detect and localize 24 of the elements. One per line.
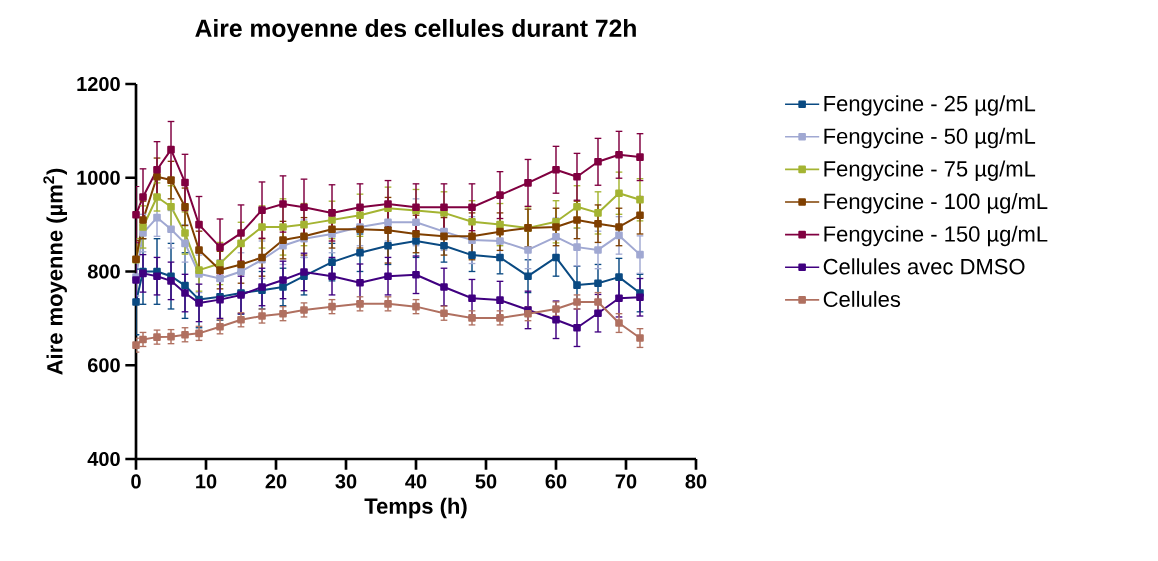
legend-label: Fengycine - 100 µg/mL	[824, 193, 1048, 214]
x-axis-title: Temps (h)	[364, 497, 467, 519]
x-tick-label: 40	[405, 474, 427, 489]
legend-label: Fengycine - 75 µg/mL	[824, 160, 1036, 181]
y-tick-label: 1200	[77, 76, 120, 92]
y-tick-label: 600	[88, 358, 120, 373]
x-tick-label: 70	[615, 474, 637, 489]
x-tick-label: 0	[131, 474, 141, 489]
x-tick-label: 10	[196, 474, 217, 489]
y-tick-label: 1000	[77, 170, 120, 185]
legend-label: Fengycine - 25 µg/mL	[824, 95, 1036, 116]
x-tick-label: 60	[545, 474, 567, 489]
x-tick-label: 20	[265, 474, 287, 489]
legend-label: Fengycine - 50 µg/mL	[824, 127, 1036, 149]
chart-title: Aire moyenne des cellules durant 72h	[195, 18, 636, 42]
y-tick-label: 800	[87, 264, 120, 279]
y-tick-label: 400	[87, 451, 120, 467]
legend-label: Fengycine - 150 µg/mL	[824, 225, 1048, 247]
x-tick-label: 30	[335, 474, 357, 489]
x-tick-label: 80	[685, 474, 707, 489]
y-axis-title: Aire moyenne (µm$^{2}$)	[43, 168, 67, 375]
legend-label: Cellules avec DMSO	[823, 258, 1025, 275]
x-tick-label: 50	[475, 474, 497, 489]
legend-label: Cellules	[823, 290, 901, 308]
